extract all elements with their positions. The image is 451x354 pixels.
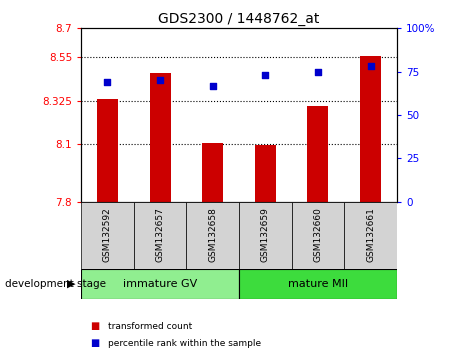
Bar	[360, 56, 381, 202]
Point	[367, 64, 374, 69]
Text: ■: ■	[90, 321, 100, 331]
Text: ▶: ▶	[67, 279, 75, 289]
Bar	[134, 202, 186, 269]
Text: GSM132659: GSM132659	[261, 207, 270, 262]
Bar	[292, 202, 344, 269]
Title: GDS2300 / 1448762_at: GDS2300 / 1448762_at	[158, 12, 320, 26]
Bar	[81, 269, 239, 299]
Text: GSM132658: GSM132658	[208, 207, 217, 262]
Bar	[239, 269, 397, 299]
Text: GSM132660: GSM132660	[313, 207, 322, 262]
Point	[209, 83, 216, 88]
Text: GSM132592: GSM132592	[103, 207, 112, 262]
Bar	[150, 73, 170, 202]
Point	[314, 69, 322, 75]
Bar	[239, 202, 292, 269]
Bar	[81, 202, 134, 269]
Text: GSM132661: GSM132661	[366, 207, 375, 262]
Bar	[202, 143, 223, 202]
Text: development stage: development stage	[5, 279, 106, 289]
Bar	[255, 145, 276, 202]
Bar	[344, 202, 397, 269]
Text: ■: ■	[90, 338, 100, 348]
Text: transformed count: transformed count	[108, 322, 193, 331]
Bar	[97, 99, 118, 202]
Point	[262, 72, 269, 78]
Text: mature MII: mature MII	[288, 279, 348, 289]
Text: GSM132657: GSM132657	[156, 207, 165, 262]
Text: percentile rank within the sample: percentile rank within the sample	[108, 339, 262, 348]
Text: immature GV: immature GV	[123, 279, 197, 289]
Bar	[186, 202, 239, 269]
Point	[104, 79, 111, 85]
Bar	[308, 106, 328, 202]
Point	[156, 78, 164, 83]
